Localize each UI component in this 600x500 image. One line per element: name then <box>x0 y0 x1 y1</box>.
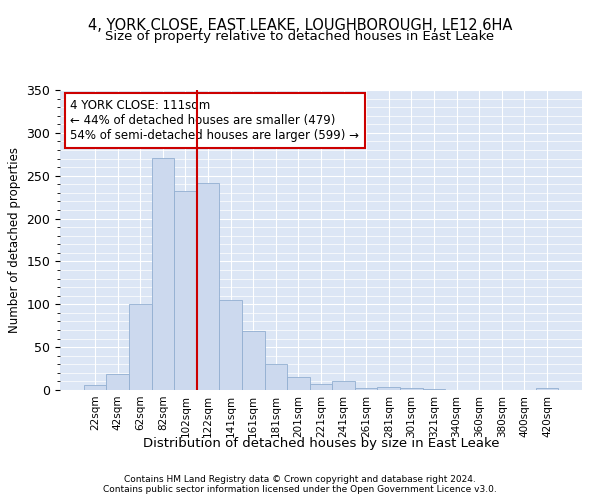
Text: Size of property relative to detached houses in East Leake: Size of property relative to detached ho… <box>106 30 494 43</box>
Bar <box>220 300 242 390</box>
Text: Contains HM Land Registry data © Crown copyright and database right 2024.: Contains HM Land Registry data © Crown c… <box>124 475 476 484</box>
Bar <box>422 389 445 390</box>
Bar <box>242 331 265 390</box>
Text: 4, YORK CLOSE, EAST LEAKE, LOUGHBOROUGH, LE12 6HA: 4, YORK CLOSE, EAST LEAKE, LOUGHBOROUGH,… <box>88 18 512 32</box>
Bar <box>106 374 129 390</box>
Bar <box>84 385 106 390</box>
Bar <box>536 388 558 390</box>
Bar <box>287 377 310 390</box>
Bar <box>377 388 400 390</box>
Bar <box>152 158 174 390</box>
Bar <box>129 304 152 390</box>
Text: Contains public sector information licensed under the Open Government Licence v3: Contains public sector information licen… <box>103 485 497 494</box>
Text: 4 YORK CLOSE: 111sqm
← 44% of detached houses are smaller (479)
54% of semi-deta: 4 YORK CLOSE: 111sqm ← 44% of detached h… <box>70 99 359 142</box>
Y-axis label: Number of detached properties: Number of detached properties <box>8 147 21 333</box>
Text: Distribution of detached houses by size in East Leake: Distribution of detached houses by size … <box>143 438 499 450</box>
Bar <box>265 364 287 390</box>
Bar <box>197 182 220 390</box>
Bar <box>400 388 422 390</box>
Bar <box>310 384 332 390</box>
Bar <box>355 388 377 390</box>
Bar <box>174 191 197 390</box>
Bar <box>332 380 355 390</box>
